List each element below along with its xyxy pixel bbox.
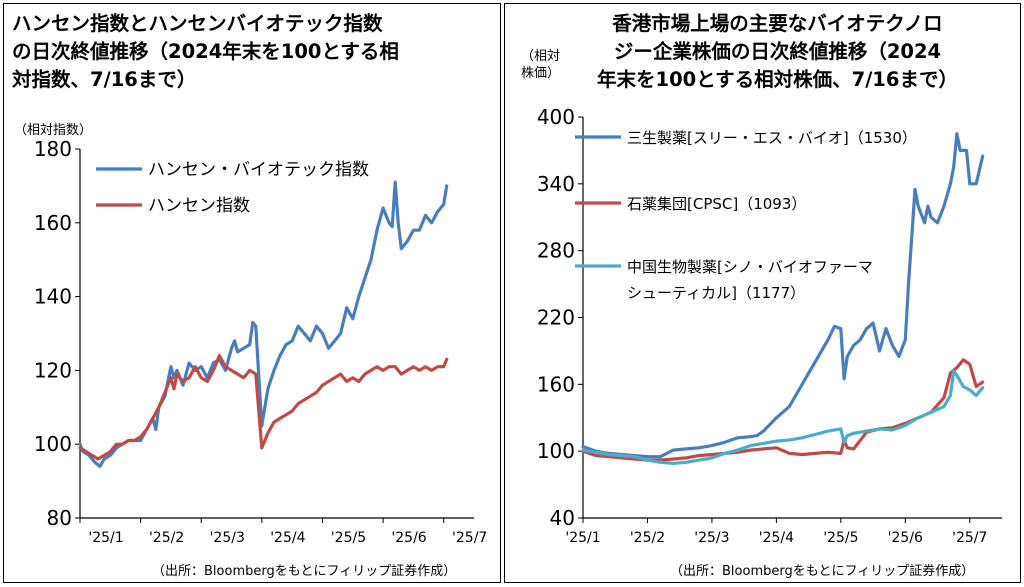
legend-label: ハンセン・バイオテック指数 [148, 160, 369, 180]
x-tick-label: '25/4 [270, 530, 305, 546]
x-tick-label: '25/5 [331, 530, 366, 546]
y-tick-label: 280 [537, 239, 575, 263]
series-line-2 [581, 358, 985, 462]
left-source-note: （出所：Bloombergをもとにフィリップ証券作成） [152, 564, 457, 579]
right-y-unit-label: （相対 株価） [521, 49, 561, 81]
title-line: 年末を100とする相対株価、7/16まで） [597, 68, 958, 91]
legend-label: ハンセン指数 [148, 196, 250, 216]
y-tick-label: 100 [34, 432, 72, 456]
legend-label: シューティカル]（1177） [627, 284, 805, 302]
right-chart-title: 香港市場上場の主要なバイオテクノロ ジー企業株価の日次終値推移（2024 年末を… [597, 10, 958, 94]
left-chart-svg: 80 100 120 140 160 180 '25/1 '25/2 '25/3 '25/4 '25… [34, 137, 488, 546]
y-tick-label: 40 [550, 506, 575, 530]
right-source-note: （出所：Bloombergをもとにフィリップ証券作成） [670, 564, 975, 579]
y-tick-label: 140 [34, 285, 72, 309]
title-line: 対指数、7/16まで） [12, 68, 197, 91]
y-tick-label: 160 [34, 211, 72, 235]
left-chart-panel: ハンセン指数とハンセンバイオテック指数 の日次終値推移（2024年末を100とす… [3, 3, 501, 583]
y-tick-label: 160 [537, 372, 575, 396]
left-y-unit-label: （相対指数） [14, 123, 93, 138]
legend-label: 石薬集団[CPSC]（1093） [627, 195, 806, 213]
title-line: ハンセン指数とハンセンバイオテック指数 [12, 12, 383, 35]
y-tick-label: 120 [34, 358, 72, 382]
title-line: の日次終値推移（2024年末を100とする相 [12, 40, 399, 63]
right-chart-panel: 香港市場上場の主要なバイオテクノロ ジー企業株価の日次終値推移（2024 年末を… [504, 3, 1021, 583]
y-tick-label: 180 [34, 137, 72, 161]
x-tick-label: '25/6 [391, 530, 426, 546]
x-tick-label: '25/2 [149, 530, 184, 546]
series-line-2 [78, 354, 449, 461]
x-tick-label: '25/1 [565, 530, 600, 546]
x-tick-label: '25/7 [452, 530, 487, 546]
right-chart-svg: 40 100 160 220 280 340 400 '25/1 '25/2 '25/3 '25/4… [537, 105, 1002, 546]
x-tick-label: '25/3 [210, 530, 245, 546]
x-tick-label: '25/4 [759, 530, 794, 546]
y-tick-label: 100 [537, 439, 575, 463]
left-chart-title: ハンセン指数とハンセンバイオテック指数 の日次終値推移（2024年末を100とす… [12, 10, 399, 94]
x-tick-label: '25/7 [952, 530, 987, 546]
y-tick-label: 400 [537, 105, 575, 129]
series-line-1 [581, 132, 985, 459]
y-tick-label: 340 [537, 172, 575, 196]
legend-label: 三生製薬[スリー・エス・バイオ]（1530） [627, 129, 917, 147]
x-tick-label: '25/3 [694, 530, 729, 546]
x-tick-label: '25/1 [88, 530, 123, 546]
y-tick-label: 220 [537, 306, 575, 330]
x-tick-label: '25/5 [823, 530, 858, 546]
title-line: 香港市場上場の主要なバイオテクノロ [612, 12, 943, 35]
x-tick-label: '25/6 [888, 530, 923, 546]
series-line-3 [581, 369, 985, 465]
series-line-1 [78, 180, 449, 468]
y-tick-label: 80 [47, 506, 72, 530]
x-tick-label: '25/2 [630, 530, 665, 546]
legend-label: 中国生物製薬[シノ・バイオファーマ [627, 258, 873, 276]
title-line: ジー企業株価の日次終値推移（2024 [613, 40, 942, 63]
